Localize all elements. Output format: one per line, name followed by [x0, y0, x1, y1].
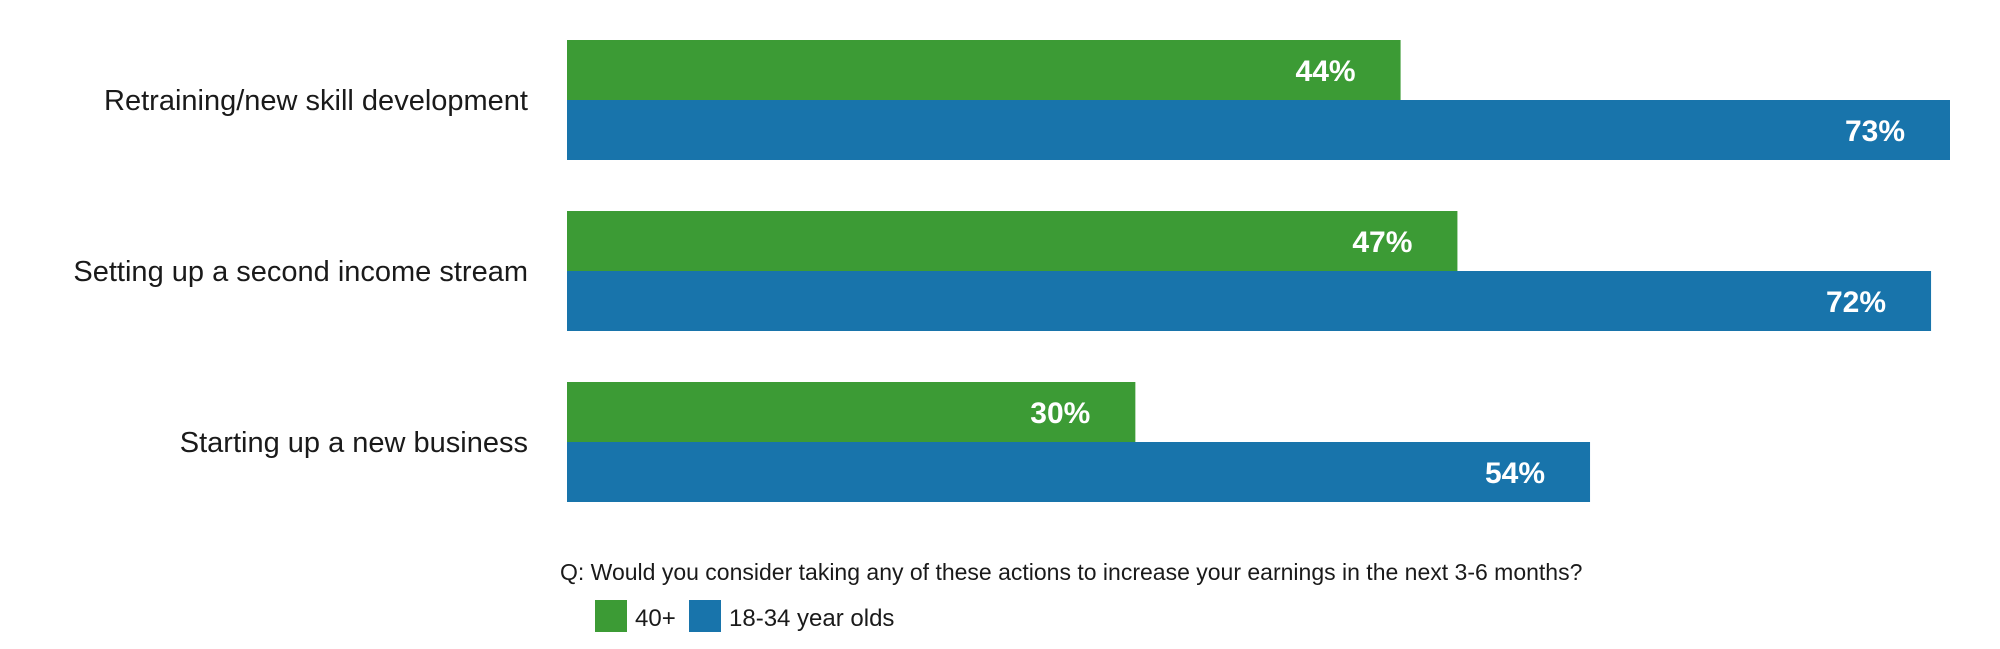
- category-label: Setting up a second income stream: [73, 256, 528, 288]
- legend-swatch: [595, 600, 627, 632]
- bar-age-40-plus: [567, 40, 1401, 100]
- legend-swatch: [689, 600, 721, 632]
- data-label: 44%: [1296, 55, 1356, 88]
- legend-label: 18-34 year olds: [729, 605, 894, 632]
- category-label: Retraining/new skill development: [104, 85, 528, 117]
- bar-age-40-plus: [567, 382, 1136, 442]
- bar-age-18-34: [567, 100, 1950, 160]
- bars-layer: [567, 40, 1950, 502]
- data-label: 73%: [1845, 115, 1905, 148]
- data-label: 72%: [1826, 286, 1886, 319]
- data-label: 30%: [1030, 397, 1090, 430]
- category-label: Starting up a new business: [180, 427, 528, 459]
- legend: 40+ 18-34 year olds: [595, 600, 894, 632]
- legend-label: 40+: [635, 605, 676, 632]
- labels-layer: Retraining/new skill development 44% 73% Se…: [73, 55, 1905, 490]
- bar-age-18-34: [567, 442, 1591, 502]
- bar-age-18-34: [567, 271, 1932, 331]
- bar-age-40-plus: [567, 211, 1458, 271]
- data-label: 47%: [1352, 226, 1412, 259]
- chart-note: Q: Would you consider taking any of thes…: [560, 559, 1582, 585]
- data-label: 54%: [1485, 457, 1545, 490]
